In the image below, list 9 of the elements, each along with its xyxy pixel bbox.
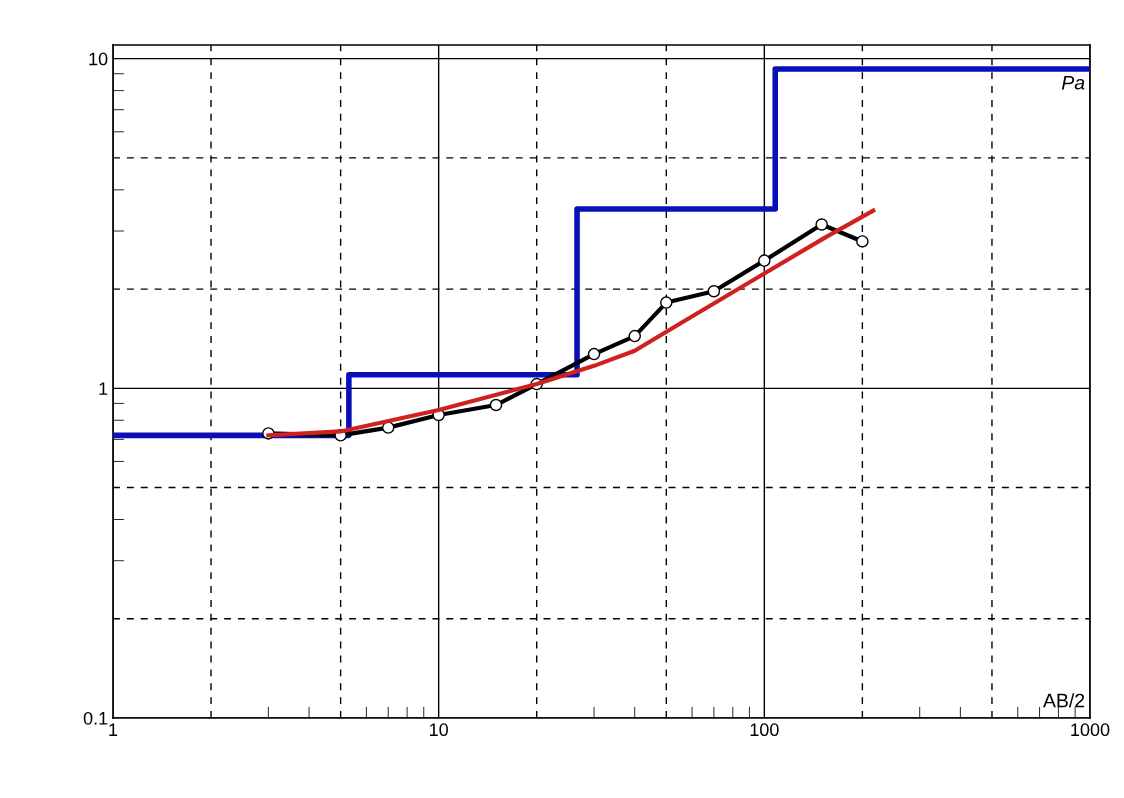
y-axis-title: Pa — [1061, 76, 1085, 90]
y-tick-label: 1 — [99, 382, 108, 395]
y-tick-label: 0.1 — [83, 711, 108, 725]
x-tick-label: 10 — [430, 723, 448, 737]
x-tick-label: 100 — [750, 723, 779, 737]
x-tick-label: 1000 — [1071, 723, 1110, 737]
x-tick-label: 1 — [109, 723, 118, 736]
y-tick-label: 10 — [89, 52, 108, 66]
x-axis-title: AB/2 — [1043, 693, 1085, 708]
